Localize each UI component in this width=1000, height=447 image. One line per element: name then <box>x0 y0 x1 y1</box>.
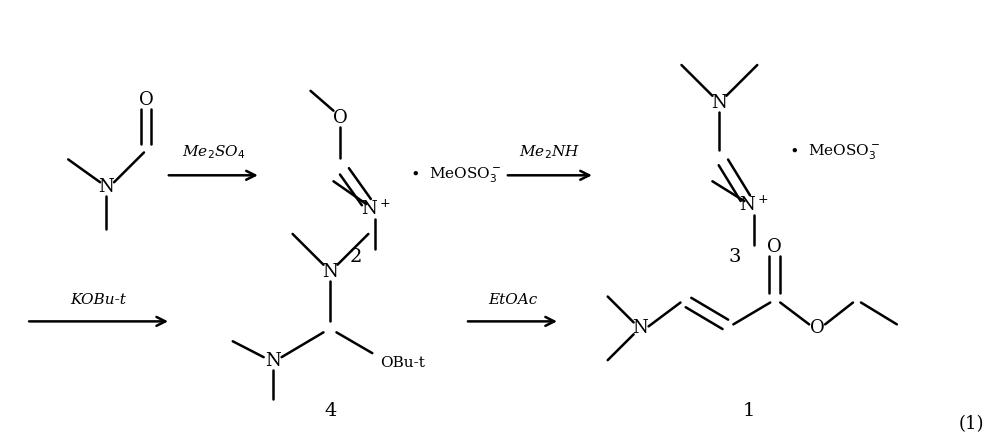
Text: N$^+$: N$^+$ <box>739 195 769 215</box>
Text: 4: 4 <box>324 402 337 420</box>
Text: N: N <box>323 263 338 281</box>
Text: 1: 1 <box>743 402 755 420</box>
Text: O: O <box>333 109 348 127</box>
Text: $\bullet$  MeOSO$_3^-$: $\bullet$ MeOSO$_3^-$ <box>410 165 502 185</box>
Text: O: O <box>810 319 824 337</box>
Text: Me$_2$SO$_4$: Me$_2$SO$_4$ <box>182 143 245 161</box>
Text: EtOAc: EtOAc <box>488 294 537 308</box>
Text: $\bullet$  MeOSO$_3^-$: $\bullet$ MeOSO$_3^-$ <box>789 143 881 162</box>
Text: N: N <box>265 352 281 370</box>
Text: 2: 2 <box>349 248 362 266</box>
Text: 3: 3 <box>728 248 741 266</box>
Text: O: O <box>139 91 153 109</box>
Text: N: N <box>712 94 727 112</box>
Text: N: N <box>632 319 647 337</box>
Text: (1): (1) <box>958 415 984 433</box>
Text: OBu-t: OBu-t <box>380 356 425 370</box>
Text: Me$_2$NH: Me$_2$NH <box>519 143 580 161</box>
Text: N: N <box>98 178 114 196</box>
Text: KOBu-t: KOBu-t <box>71 294 127 308</box>
Text: N$^+$: N$^+$ <box>361 199 390 219</box>
Text: O: O <box>767 238 782 256</box>
